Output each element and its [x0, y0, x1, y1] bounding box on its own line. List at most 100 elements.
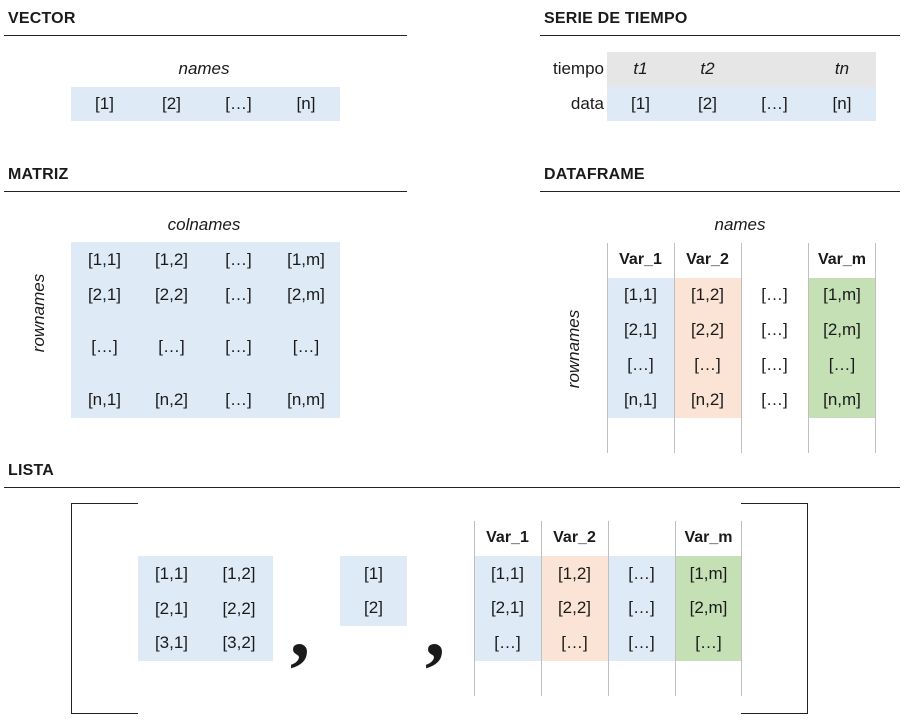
- dataframe-cell: […]: [761, 390, 788, 409]
- matrix-cell: [2,2]: [154, 285, 189, 304]
- dataframe-cell: [1,2]: [690, 285, 725, 304]
- section-divider: [4, 487, 900, 488]
- section-title-vector: VECTOR: [8, 10, 76, 27]
- dataframe-cell: […]: [828, 355, 856, 374]
- list-matrix-cell: [1,1]: [154, 564, 189, 583]
- list-matrix: [1,1] [1,2] [2,1] [2,2] [3,1] [3,2]: [138, 556, 273, 661]
- list-df-cell: […]: [494, 633, 521, 652]
- list-df-column-fill: [675, 556, 742, 661]
- matrix-grid: [1,1] [1,2] […] [1,m] [2,1] [2,2] […] [2…: [71, 242, 340, 418]
- serie-time-cell: tn: [834, 59, 850, 78]
- dataframe-header: [741, 243, 808, 277]
- list-df-cell: [1,2]: [557, 564, 592, 583]
- matrix-cell: […]: [225, 250, 252, 269]
- dataframe-cell: [n,1]: [623, 390, 658, 409]
- list-df-cell: [1,1]: [490, 564, 525, 583]
- list-matrix-cell: [3,1]: [154, 633, 189, 652]
- dataframe-cell: [1,1]: [623, 285, 658, 304]
- section-divider: [4, 35, 407, 36]
- serie-data-cell: [1]: [631, 94, 650, 113]
- list-df-header: Var_2: [553, 529, 596, 546]
- section-title-serie: SERIE DE TIEMPO: [544, 10, 688, 27]
- serie-data-row: [1] [2] […] [n]: [607, 87, 876, 121]
- list-df-cell: [1,m]: [689, 564, 728, 583]
- list-matrix-cell: [2,1]: [154, 599, 189, 618]
- serie-time-row: t1 t2 tn: [607, 52, 876, 87]
- dataframe-header: Var_1: [619, 251, 662, 268]
- serie-data-cell: […]: [761, 94, 788, 113]
- dataframe-column-fill: [674, 278, 741, 418]
- list-separator-comma: ,: [290, 586, 310, 674]
- matrix-cell: [2,1]: [87, 285, 122, 304]
- list-left-bracket: [71, 503, 138, 714]
- list-vector: [1] [2]: [340, 556, 407, 626]
- column-border: [474, 521, 475, 696]
- matrix-cell: […]: [225, 390, 252, 409]
- matrix-cell: […]: [225, 285, 252, 304]
- list-df-header: Var_m: [684, 529, 733, 546]
- column-border: [741, 243, 742, 453]
- matrix-colnames-label: colnames: [167, 215, 241, 234]
- dataframe-cell: […]: [761, 320, 788, 339]
- vector-cell: [1]: [95, 94, 114, 113]
- list-df-header: Var_1: [486, 529, 529, 546]
- matrix-cell: [1,1]: [87, 250, 122, 269]
- section-divider: [540, 35, 900, 36]
- matrix-cell: [n,2]: [154, 390, 189, 409]
- matrix-cell: [n,m]: [287, 390, 325, 409]
- matrix-cell: [2,m]: [287, 285, 325, 304]
- dataframe-cell: [2,1]: [623, 320, 658, 339]
- dataframe-cell: [n,m]: [823, 390, 861, 409]
- list-df-cell: […]: [561, 633, 588, 652]
- list-df-column-fill: [608, 556, 675, 661]
- dataframe-cell: [n,2]: [690, 390, 725, 409]
- serie-time-cell: t1: [633, 59, 648, 78]
- matrix-cell: […]: [158, 337, 185, 356]
- serie-time-cell: [741, 52, 808, 86]
- section-divider: [4, 191, 407, 192]
- column-border: [875, 243, 876, 453]
- list-dataframe: Var_1 Var_2 Var_m [1,1] [1,2] […] [1,m] …: [474, 521, 742, 696]
- column-border: [741, 521, 742, 696]
- matrix-cell: […]: [225, 337, 252, 356]
- matrix-rownames-label: rownames: [29, 273, 48, 353]
- column-border: [675, 521, 676, 696]
- vector-strip: [1] [2] […] [n]: [71, 87, 340, 121]
- matrix-cell: [1,m]: [287, 250, 325, 269]
- column-border: [541, 521, 542, 696]
- dataframe-cell: [1,m]: [823, 285, 861, 304]
- list-df-cell: [2,2]: [557, 598, 592, 617]
- dataframe-cell: [2,m]: [823, 320, 861, 339]
- list-df-column-fill: [474, 556, 541, 661]
- dataframe-cell: […]: [761, 355, 788, 374]
- matrix-cell: […]: [292, 337, 320, 356]
- list-vector-cell: [2]: [364, 598, 383, 617]
- serie-time-cell: t2: [700, 59, 715, 78]
- dataframe-cell: […]: [694, 355, 721, 374]
- list-df-header: [608, 521, 675, 555]
- section-title-dataframe: DATAFRAME: [544, 166, 645, 183]
- vector-cell: […]: [225, 94, 252, 113]
- serie-data-cell: [n]: [832, 94, 852, 113]
- dataframe-cell: […]: [627, 355, 654, 374]
- column-border: [808, 243, 809, 453]
- dataframe-rownames-label: rownames: [564, 309, 583, 389]
- list-vector-cell: [1]: [364, 564, 383, 583]
- matrix-cell: [1,2]: [154, 250, 189, 269]
- list-df-cell: […]: [628, 564, 655, 583]
- dataframe-column-fill: [808, 278, 876, 418]
- list-matrix-cell: [3,2]: [222, 633, 256, 652]
- column-border: [607, 243, 608, 453]
- column-border: [608, 521, 609, 696]
- section-divider: [540, 191, 900, 192]
- list-right-bracket: [741, 503, 808, 714]
- list-matrix-cell: [2,2]: [222, 599, 256, 618]
- list-df-cell: […]: [628, 633, 655, 652]
- vector-cell: [n]: [296, 94, 316, 113]
- serie-data-row-label: data: [570, 94, 604, 113]
- list-df-cell: […]: [628, 598, 655, 617]
- vector-names-label: names: [178, 59, 230, 78]
- vector-cell: [2]: [162, 94, 181, 113]
- list-df-cell: [2,1]: [490, 598, 525, 617]
- serie-data-cell: [2]: [698, 94, 717, 113]
